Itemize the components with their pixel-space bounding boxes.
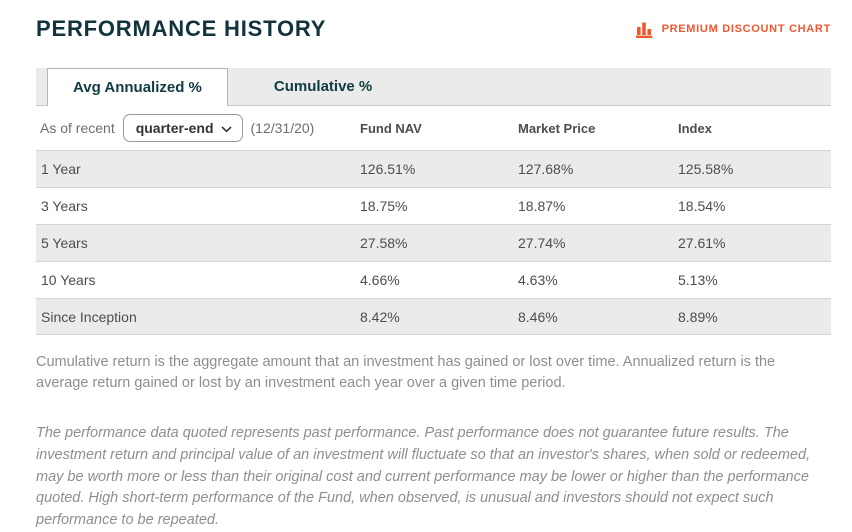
tab-cumulative[interactable]: Cumulative % — [228, 68, 418, 105]
bar-chart-icon — [635, 21, 654, 38]
period-dropdown[interactable]: quarter-end — [122, 114, 243, 142]
performance-disclaimer: The performance data quoted represents p… — [36, 425, 811, 529]
cell-market-price: 4.63% — [518, 272, 558, 288]
cell-index: 18.54% — [678, 198, 726, 214]
tab-cumulative-label: Cumulative % — [273, 78, 373, 95]
table-row: Since Inception 8.42% 8.46% 8.89% — [36, 298, 831, 335]
cell-index: 27.61% — [678, 235, 726, 251]
table-row: 5 Years 27.58% 27.74% 27.61% — [36, 224, 831, 261]
cell-market-price: 127.68% — [518, 161, 574, 177]
cell-index: 8.89% — [678, 308, 718, 325]
chevron-down-icon — [220, 120, 232, 136]
as-of-date: (12/31/20) — [250, 120, 315, 136]
section-header: PERFORMANCE HISTORY PREMIUM DISCOUNT CHA… — [36, 14, 831, 44]
row-label: 3 Years — [41, 198, 88, 214]
cell-fund-nav: 4.66% — [360, 272, 400, 288]
cell-index: 125.58% — [678, 161, 734, 177]
table-row: 10 Years 4.66% 4.63% 5.13% — [36, 261, 831, 298]
premium-discount-chart-label: PREMIUM DISCOUNT CHART — [661, 23, 831, 35]
cell-fund-nav: 18.75% — [360, 198, 408, 214]
page-title: PERFORMANCE HISTORY — [36, 16, 327, 41]
table-row: 1 Year 126.51% 127.68% 125.58% — [36, 150, 831, 187]
returns-description: Cumulative return is the aggregate amoun… — [36, 354, 776, 392]
cell-fund-nav: 27.58% — [360, 235, 408, 251]
table-header-row: As of recent quarter-end (12/31/20) Fund… — [36, 106, 831, 150]
tab-avg-annualized[interactable]: Avg Annualized % — [47, 68, 228, 106]
table-row: 3 Years 18.75% 18.87% 18.54% — [36, 187, 831, 224]
row-label: 10 Years — [41, 272, 96, 288]
column-header-index: Index — [678, 120, 712, 136]
cell-fund-nav: 126.51% — [360, 161, 416, 177]
tab-avg-annualized-label: Avg Annualized % — [73, 79, 202, 96]
period-dropdown-value: quarter-end — [135, 120, 214, 136]
cell-market-price: 8.46% — [518, 308, 558, 325]
tab-bar: Avg Annualized % Cumulative % — [36, 68, 831, 106]
as-of-controls: As of recent quarter-end (12/31/20) — [36, 114, 360, 142]
cell-index: 5.13% — [678, 272, 718, 288]
premium-discount-chart-link[interactable]: PREMIUM DISCOUNT CHART — [635, 21, 831, 38]
row-label: 5 Years — [41, 235, 88, 251]
cell-market-price: 27.74% — [518, 235, 566, 251]
column-header-market-price: Market Price — [518, 120, 596, 136]
row-label: Since Inception — [41, 308, 137, 325]
column-header-fund-nav: Fund NAV — [360, 120, 422, 136]
row-label: 1 Year — [41, 161, 81, 177]
as-of-label: As of recent — [40, 120, 115, 136]
cell-fund-nav: 8.42% — [360, 308, 400, 325]
cell-market-price: 18.87% — [518, 198, 566, 214]
